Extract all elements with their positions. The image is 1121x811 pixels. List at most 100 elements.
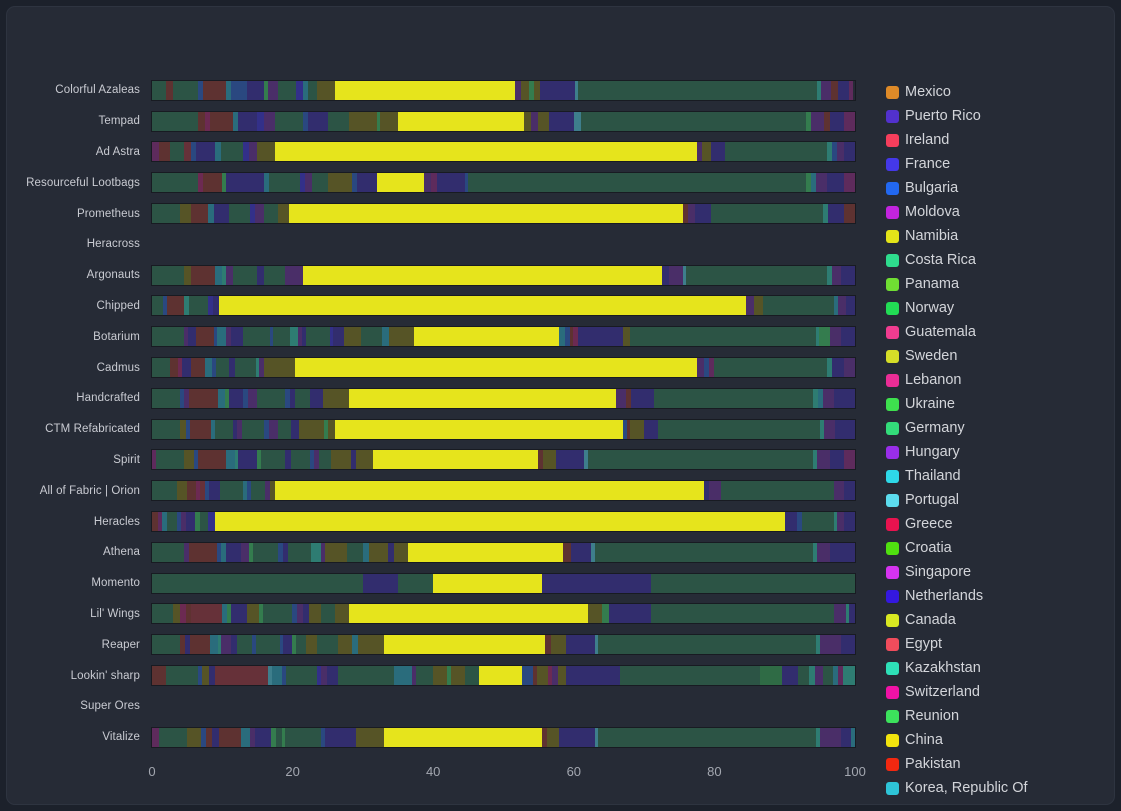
bar-segment-kazakhstan[interactable] xyxy=(183,296,190,316)
bar-segment-hungary[interactable] xyxy=(248,142,258,162)
bar-segment-reunion[interactable] xyxy=(447,666,451,686)
bar-segment-canada[interactable] xyxy=(246,604,259,624)
bar-segment-norway[interactable] xyxy=(152,173,198,193)
bar-segment-norway[interactable] xyxy=(587,450,813,470)
bar-segment-bulgaria[interactable] xyxy=(213,327,218,347)
bar-segment-thailand[interactable] xyxy=(241,727,251,747)
bar-segment-thailand[interactable] xyxy=(818,388,824,408)
bar-segment-norway[interactable] xyxy=(306,327,330,347)
bar-segment-pakistan[interactable] xyxy=(569,327,574,347)
bar-segment-canada[interactable] xyxy=(183,265,191,285)
legend-item-netherlands[interactable]: Netherlands xyxy=(886,584,1028,608)
bar-segment-reunion[interactable] xyxy=(264,80,268,100)
bar-segment-switzerland[interactable] xyxy=(708,358,715,378)
bar-segment-norway[interactable] xyxy=(294,388,310,408)
bar-segment-canada[interactable] xyxy=(325,542,347,562)
bar-segment-reunion[interactable] xyxy=(258,604,263,624)
bar-segment-netherlands[interactable] xyxy=(844,481,855,501)
bar-segment-hungary[interactable] xyxy=(313,450,320,470)
bar-segment-norway[interactable] xyxy=(232,265,258,285)
bar-segment-norway[interactable] xyxy=(152,296,163,316)
bar-segment-thailand[interactable] xyxy=(218,388,226,408)
bar-segment-bulgaria[interactable] xyxy=(247,481,251,501)
legend-item-norway[interactable]: Norway xyxy=(886,296,1028,320)
bar-segment-hungary[interactable] xyxy=(823,388,834,408)
bar-segment-norway[interactable] xyxy=(255,635,280,655)
bar-segment-norway[interactable] xyxy=(686,265,827,285)
legend-item-reunion[interactable]: Reunion xyxy=(886,704,1028,728)
legend-item-canada[interactable]: Canada xyxy=(886,608,1028,632)
bar-segment-hungary[interactable] xyxy=(819,635,841,655)
bar-segment-reunion[interactable] xyxy=(195,512,200,532)
bar-segment-pakistan[interactable] xyxy=(189,419,211,439)
legend-item-china[interactable]: China xyxy=(886,728,1028,752)
bar-segment-netherlands[interactable] xyxy=(238,111,258,131)
bar-segment-bulgaria[interactable] xyxy=(185,419,190,439)
bar-segment-thailand[interactable] xyxy=(264,173,269,193)
bar-segment-pakistan[interactable] xyxy=(196,327,214,347)
bar-segment-norway[interactable] xyxy=(274,111,304,131)
bar-segment-netherlands[interactable] xyxy=(840,635,855,655)
bar-segment-norway[interactable] xyxy=(152,573,363,593)
bar-segment-netherlands[interactable] xyxy=(840,327,855,347)
bar-segment-netherlands[interactable] xyxy=(661,265,669,285)
bar-segment-pakistan[interactable] xyxy=(538,450,543,470)
bar-segment-egypt[interactable] xyxy=(190,604,223,624)
bar-segment-norway[interactable] xyxy=(651,573,855,593)
bar-segment-pakistan[interactable] xyxy=(198,450,226,470)
bar-segment-egypt[interactable] xyxy=(199,481,205,501)
bar-segment-china[interactable] xyxy=(274,142,697,162)
bar-segment-norway[interactable] xyxy=(619,666,761,686)
bar-segment-netherlands[interactable] xyxy=(231,635,237,655)
bar-segment-norway[interactable] xyxy=(260,450,286,470)
bar-segment-hungary[interactable] xyxy=(285,265,304,285)
bar-segment-netherlands[interactable] xyxy=(630,388,655,408)
bar-segment-china[interactable] xyxy=(303,265,662,285)
bar-segment-hungary[interactable] xyxy=(321,666,327,686)
bar-segment-pakistan[interactable] xyxy=(218,727,242,747)
bar-segment-pakistan[interactable] xyxy=(169,358,178,378)
bar-segment-netherlands[interactable] xyxy=(307,111,328,131)
bar-segment-guatemala[interactable] xyxy=(548,666,553,686)
bar-segment-norway[interactable] xyxy=(346,542,363,562)
bar-segment-netherlands[interactable] xyxy=(301,327,307,347)
bar-segment-hungary[interactable] xyxy=(696,358,704,378)
bar-segment-norway[interactable] xyxy=(152,327,184,347)
bar-segment-netherlands[interactable] xyxy=(387,542,395,562)
bar-segment-hungary[interactable] xyxy=(180,512,187,532)
bar-segment-netherlands[interactable] xyxy=(694,204,711,224)
bar-segment-canada[interactable] xyxy=(306,635,317,655)
legend-item-ukraine[interactable]: Ukraine xyxy=(886,392,1028,416)
bar-segment-netherlands[interactable] xyxy=(362,573,399,593)
bar-segment-norway[interactable] xyxy=(822,666,833,686)
bar-segment-hungary[interactable] xyxy=(837,142,845,162)
bar-segment-canada[interactable] xyxy=(343,327,362,347)
bar-segment-canada[interactable] xyxy=(176,481,188,501)
bar-segment-thailand[interactable] xyxy=(220,542,226,562)
bar-segment-bulgaria[interactable] xyxy=(278,542,283,562)
bar-segment-ukraine[interactable] xyxy=(760,666,782,686)
bar-segment-bulgaria[interactable] xyxy=(269,327,274,347)
legend-item-switzerland[interactable]: Switzerland xyxy=(886,680,1028,704)
bar-segment-norway[interactable] xyxy=(398,573,434,593)
bar-segment-canada[interactable] xyxy=(334,604,349,624)
bar-segment-netherlands[interactable] xyxy=(254,727,272,747)
bar-segment-norway[interactable] xyxy=(312,173,328,193)
bar-segment-norway[interactable] xyxy=(650,604,834,624)
bar-segment-hungary[interactable] xyxy=(811,111,824,131)
bar-segment-portugal[interactable] xyxy=(591,542,595,562)
bar-segment-pakistan[interactable] xyxy=(831,80,839,100)
bar-segment-netherlands[interactable] xyxy=(566,666,620,686)
bar-segment-canada[interactable] xyxy=(317,80,335,100)
bar-segment-canada[interactable] xyxy=(299,419,325,439)
bar-segment-kazakhstan[interactable] xyxy=(843,666,855,686)
bar-segment-guatemala[interactable] xyxy=(204,111,211,131)
bar-segment-netherlands[interactable] xyxy=(577,327,623,347)
bar-segment-norway[interactable] xyxy=(264,204,279,224)
bar-segment-canada[interactable] xyxy=(702,142,711,162)
bar-segment-netherlands[interactable] xyxy=(257,265,265,285)
bar-segment-hungary[interactable] xyxy=(183,327,188,347)
bar-segment-norway[interactable] xyxy=(253,542,279,562)
bar-segment-reunion[interactable] xyxy=(324,419,328,439)
bar-segment-china[interactable] xyxy=(348,388,616,408)
